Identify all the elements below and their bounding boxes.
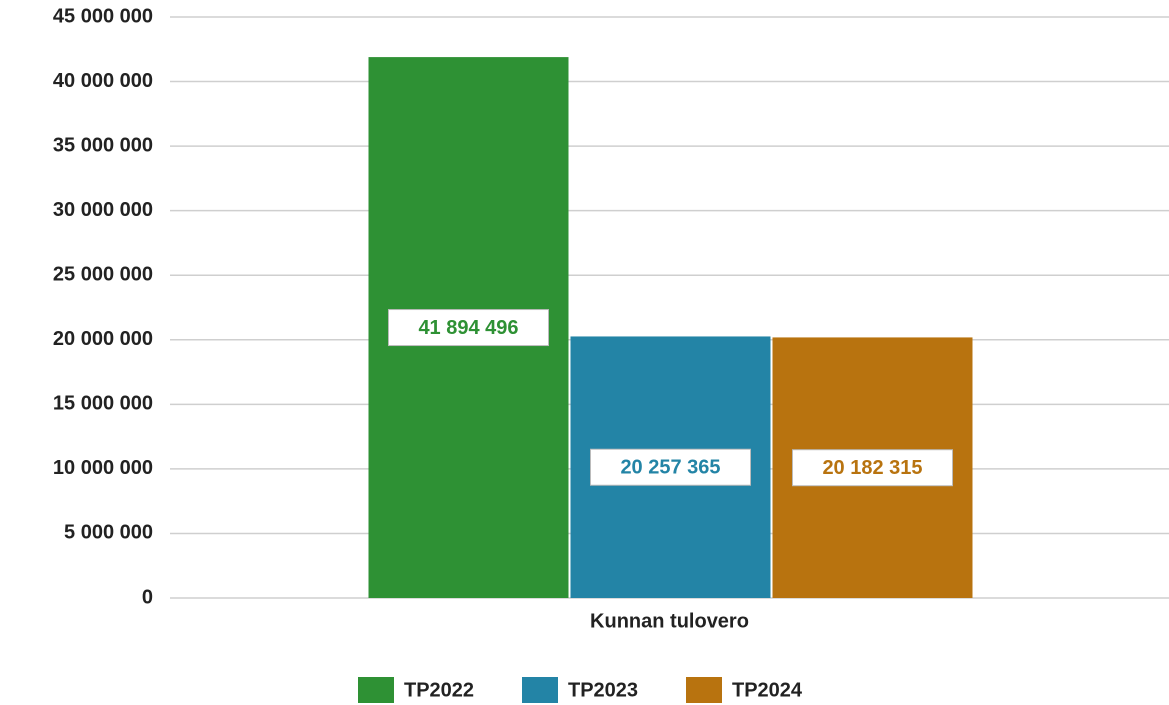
y-tick-label: 45 000 000 (53, 5, 153, 27)
y-tick-label: 10 000 000 (53, 457, 153, 479)
legend-swatch (686, 677, 722, 703)
y-tick-label: 30 000 000 (53, 199, 153, 221)
y-tick-label: 25 000 000 (53, 264, 153, 286)
value-label-box (792, 449, 953, 487)
legend-label: TP2022 (404, 679, 474, 701)
value-label: 20 182 315 (822, 457, 922, 479)
y-tick-label: 20 000 000 (53, 328, 153, 350)
legend-label: TP2024 (732, 679, 803, 701)
y-tick-label: 0 (142, 586, 153, 608)
legend-label: TP2023 (568, 679, 638, 701)
y-tick-label: 40 000 000 (53, 70, 153, 92)
y-tick-label: 15 000 000 (53, 393, 153, 415)
value-label-box (388, 309, 549, 347)
x-tick-label: Kunnan tulovero (590, 610, 749, 632)
legend-swatch (522, 677, 558, 703)
value-label: 20 257 365 (620, 457, 720, 479)
legend-swatch (358, 677, 394, 703)
y-tick-label: 5 000 000 (64, 522, 153, 544)
value-label: 41 894 496 (418, 317, 518, 339)
value-label-box (590, 448, 751, 486)
y-tick-label: 35 000 000 (53, 134, 153, 156)
